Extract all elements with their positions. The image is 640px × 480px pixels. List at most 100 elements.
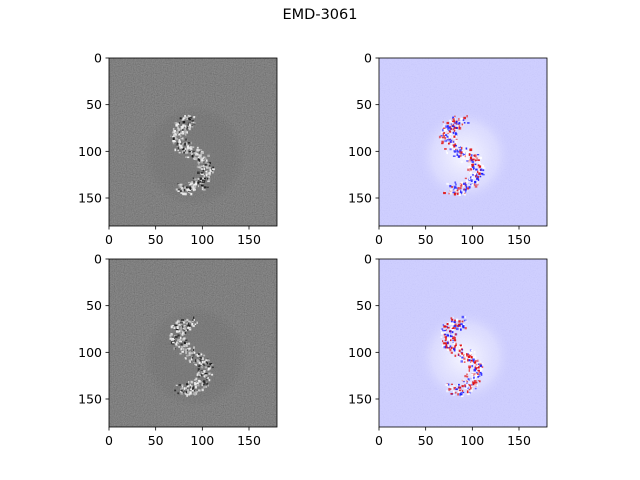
speckle (193, 121, 195, 123)
speckle (479, 380, 481, 383)
speckle (196, 146, 199, 149)
speckle (458, 118, 460, 121)
speckle (186, 383, 189, 386)
speckle (196, 359, 200, 363)
speckle (476, 372, 478, 374)
speckle (444, 141, 447, 144)
speckle (477, 170, 479, 174)
speckle (190, 192, 193, 196)
speckle (453, 387, 456, 390)
speckle (186, 344, 188, 347)
speckle (466, 160, 469, 162)
speckle (191, 386, 194, 389)
speckle (193, 318, 195, 322)
speckle (452, 328, 455, 331)
speckle (201, 366, 204, 369)
speckle (479, 175, 482, 178)
speckle (472, 158, 475, 161)
speckle (455, 126, 458, 129)
speckle (466, 182, 468, 184)
speckle (203, 186, 207, 189)
speckle (188, 190, 191, 193)
speckle (209, 169, 212, 172)
speckle (187, 348, 191, 351)
speckle (205, 173, 208, 176)
speckle (449, 130, 452, 133)
speckle (182, 333, 184, 336)
speckle (191, 154, 194, 158)
speckle (469, 351, 473, 354)
speckle (471, 165, 473, 167)
x-tick-label: 150 (237, 433, 261, 448)
speckle (475, 374, 479, 378)
speckle (193, 116, 196, 118)
speckle (478, 161, 481, 165)
speckle (451, 142, 454, 145)
speckle (456, 153, 459, 156)
speckle (192, 354, 195, 357)
speckle (452, 128, 455, 131)
speckle (182, 332, 185, 335)
speckle (454, 147, 456, 151)
speckle (182, 185, 185, 188)
x-tick-label: 50 (148, 232, 164, 247)
speckle (206, 362, 208, 365)
speckle (189, 321, 193, 324)
speckle (458, 122, 461, 125)
speckle (199, 180, 202, 182)
speckle (208, 372, 211, 375)
speckle (471, 163, 473, 166)
speckle (185, 349, 187, 352)
speckle (205, 385, 207, 388)
speckle (454, 141, 458, 145)
speckle (177, 190, 180, 192)
particle-halo (144, 306, 246, 408)
speckle (445, 344, 448, 347)
speckle (465, 179, 469, 183)
speckle (450, 339, 452, 342)
speckle (207, 176, 210, 178)
speckle (479, 370, 482, 372)
speckle (192, 188, 195, 192)
speckle (200, 380, 203, 383)
speckle (207, 384, 210, 387)
speckle (170, 325, 173, 329)
speckle (184, 115, 186, 118)
speckle (185, 149, 188, 153)
speckle (199, 149, 202, 151)
speckle (452, 337, 454, 340)
speckle (185, 357, 187, 360)
speckle (441, 140, 444, 144)
speckle (454, 345, 456, 348)
speckle (180, 143, 182, 145)
speckle (473, 154, 475, 157)
speckle (207, 178, 211, 181)
speckle (454, 115, 456, 118)
speckle (195, 154, 198, 156)
speckle (472, 358, 475, 361)
speckle (461, 146, 463, 150)
speckle (472, 174, 474, 176)
speckle (192, 320, 194, 323)
speckle (200, 161, 203, 164)
speckle (170, 334, 172, 337)
speckle (184, 319, 187, 322)
speckle (476, 373, 479, 376)
speckle (472, 360, 475, 363)
speckle (442, 324, 445, 326)
density-speckles (170, 114, 215, 196)
speckle (475, 182, 479, 185)
speckle (467, 353, 469, 355)
speckle (179, 190, 182, 192)
speckle (206, 170, 209, 173)
speckle (445, 329, 447, 331)
speckle (446, 141, 449, 143)
speckle (201, 374, 204, 377)
speckle (181, 338, 184, 341)
speckle (461, 356, 464, 359)
speckle (184, 192, 187, 196)
speckle (204, 161, 208, 164)
speckle (450, 346, 453, 349)
speckle (474, 164, 476, 167)
speckle (462, 326, 464, 328)
